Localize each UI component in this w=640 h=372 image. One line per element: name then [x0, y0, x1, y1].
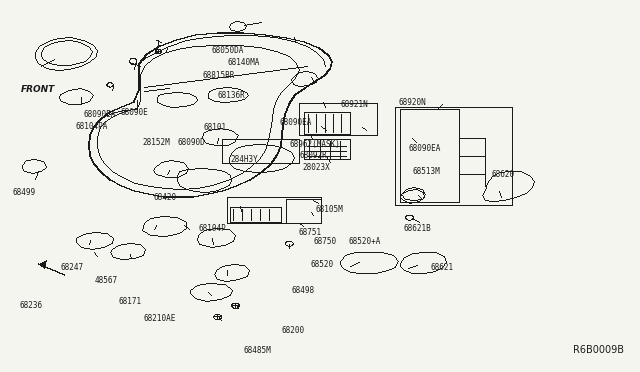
Text: 68104PA: 68104PA	[76, 122, 108, 131]
Text: 68090E: 68090E	[120, 108, 148, 117]
Text: 68050DA: 68050DA	[211, 46, 244, 55]
Text: 68621B: 68621B	[403, 224, 431, 233]
Text: 68520+A: 68520+A	[349, 237, 381, 246]
Text: 68962(MASK): 68962(MASK)	[289, 140, 340, 149]
Text: 68090EA: 68090EA	[408, 144, 441, 153]
Text: FRONT: FRONT	[21, 85, 56, 94]
Text: 68090D: 68090D	[178, 138, 205, 147]
Text: 68420: 68420	[154, 193, 177, 202]
Text: 48567: 48567	[95, 276, 118, 285]
Text: 68200: 68200	[282, 326, 305, 335]
Text: 68520: 68520	[310, 260, 333, 269]
Text: 68815BR: 68815BR	[202, 71, 235, 80]
Text: 68140MA: 68140MA	[228, 58, 260, 67]
Text: 68485M: 68485M	[243, 346, 271, 355]
Text: 28023X: 28023X	[303, 163, 330, 172]
Text: 68104P: 68104P	[198, 224, 226, 233]
Text: 68620: 68620	[492, 170, 515, 179]
Text: 68092R: 68092R	[300, 151, 327, 160]
Text: 68236: 68236	[19, 301, 42, 310]
Text: 68101: 68101	[204, 123, 227, 132]
Text: R6B0009B: R6B0009B	[573, 345, 624, 355]
Text: 68750: 68750	[314, 237, 337, 246]
Text: 284H3Y: 284H3Y	[230, 155, 258, 164]
Text: 68513M: 68513M	[413, 167, 440, 176]
Text: 68920N: 68920N	[398, 98, 426, 107]
Text: 68921N: 68921N	[340, 100, 368, 109]
Text: 68751: 68751	[298, 228, 321, 237]
Text: 68499: 68499	[13, 188, 36, 197]
Text: 68136R: 68136R	[218, 92, 245, 100]
Text: 68498: 68498	[291, 286, 314, 295]
Text: 28152M: 28152M	[142, 138, 170, 147]
Text: 68210AE: 68210AE	[144, 314, 177, 323]
Text: 68090EA: 68090EA	[279, 118, 312, 127]
Text: 68621: 68621	[430, 263, 453, 272]
Text: 68090EA: 68090EA	[83, 110, 116, 119]
Text: 68247: 68247	[61, 263, 84, 272]
Text: 68171: 68171	[118, 297, 141, 306]
Text: 68105M: 68105M	[316, 205, 343, 214]
